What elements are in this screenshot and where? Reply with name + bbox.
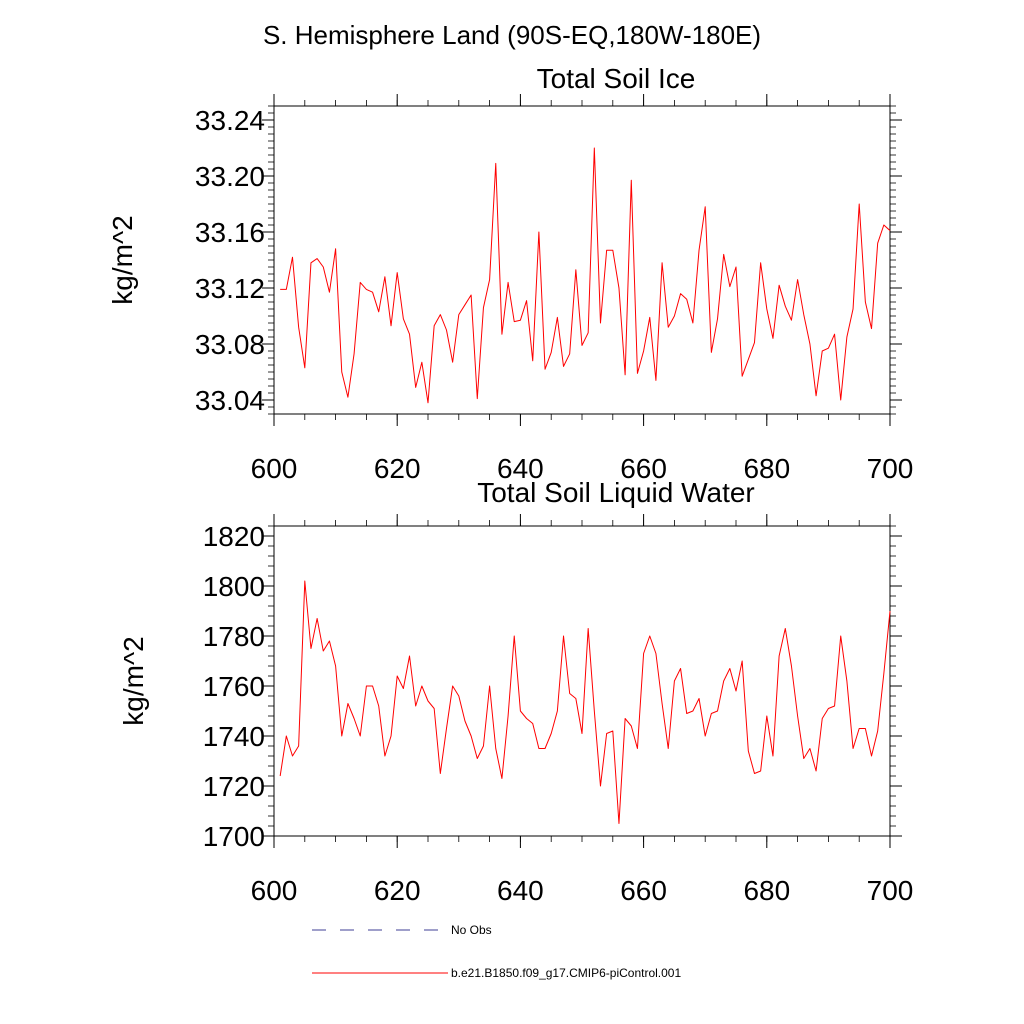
series-line: [280, 147, 891, 404]
legend-label-picontrol: b.e21.B1850.f09_g17.CMIP6-piControl.001: [451, 966, 681, 980]
page-title: S. Hemisphere Land (90S-EQ,180W-180E): [263, 20, 761, 50]
x-tick-label: 600: [251, 453, 298, 484]
x-tick-label: 700: [867, 875, 914, 906]
chart-title: Total Soil Ice: [537, 63, 696, 94]
x-tick-label: 640: [497, 453, 544, 484]
y-tick-label: 33.16: [195, 217, 265, 248]
plot-frame: [273, 105, 891, 415]
x-tick-label: 700: [867, 453, 914, 484]
y-tick-label: 1740: [203, 721, 265, 752]
series-line: [279, 580, 891, 824]
x-tick-label: 620: [374, 453, 421, 484]
x-tick-label: 600: [251, 875, 298, 906]
legend-label-no-obs: No Obs: [451, 923, 492, 937]
x-tick-label: 680: [743, 453, 790, 484]
y-tick-label: 33.20: [195, 161, 265, 192]
y-tick-label: 1820: [203, 521, 265, 552]
y-tick-label: 1760: [203, 671, 265, 702]
y-tick-label: 33.04: [195, 385, 265, 416]
plot-frame: [273, 525, 891, 837]
panel-total-soil-liquid-water: Total Soil Liquid Water kg/m^2 1700 1720 174…: [118, 477, 913, 906]
x-tick-label: 660: [620, 875, 667, 906]
panel-total-soil-ice: Total Soil Ice kg/m^2 33.04 33.08 33.12 33.16…: [107, 63, 913, 484]
y-axis-label: kg/m^2: [107, 215, 138, 304]
x-tick-label: 660: [620, 453, 667, 484]
y-tick-label: 1700: [203, 821, 265, 852]
y-tick-label: 33.24: [195, 105, 265, 136]
legend: No Obs b.e21.B1850.f09_g17.CMIP6-piContr…: [312, 923, 681, 980]
chart-title: Total Soil Liquid Water: [477, 477, 755, 508]
x-tick-label: 620: [374, 875, 421, 906]
y-tick-label: 1800: [203, 571, 265, 602]
x-tick-label: 640: [497, 875, 544, 906]
y-tick-label: 33.08: [195, 329, 265, 360]
x-tick-label: 680: [743, 875, 790, 906]
y-tick-label: 1720: [203, 771, 265, 802]
y-axis-label: kg/m^2: [118, 636, 149, 725]
y-tick-label: 33.12: [195, 273, 265, 304]
y-tick-label: 1780: [203, 621, 265, 652]
